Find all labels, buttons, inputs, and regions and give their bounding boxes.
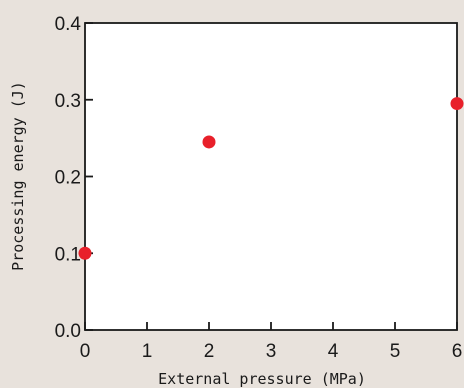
data-point xyxy=(450,97,464,111)
y-tick-label: 0.2 xyxy=(55,168,81,189)
y-axis-title: Processing energy (J) xyxy=(9,81,27,271)
x-axis: 0 1 2 3 4 5 6 xyxy=(80,322,463,362)
x-tick-label: 6 xyxy=(452,341,463,362)
y-tick-label: 0.1 xyxy=(55,244,81,265)
data-points xyxy=(78,97,464,260)
y-tick-label: 0.3 xyxy=(55,91,81,112)
data-point xyxy=(202,135,216,149)
x-tick-label: 2 xyxy=(204,341,215,362)
x-tick-label: 0 xyxy=(80,341,91,362)
x-tick-label: 5 xyxy=(390,341,401,362)
data-point xyxy=(78,246,92,260)
y-tick-label: 0.4 xyxy=(55,14,82,35)
x-tick-label: 4 xyxy=(328,341,339,362)
x-tick-label: 3 xyxy=(266,341,277,362)
plot-area xyxy=(84,22,458,331)
y-tick-label: 0.0 xyxy=(55,321,81,342)
x-tick-label: 1 xyxy=(142,341,153,362)
x-axis-title: External pressure (MPa) xyxy=(158,370,366,388)
